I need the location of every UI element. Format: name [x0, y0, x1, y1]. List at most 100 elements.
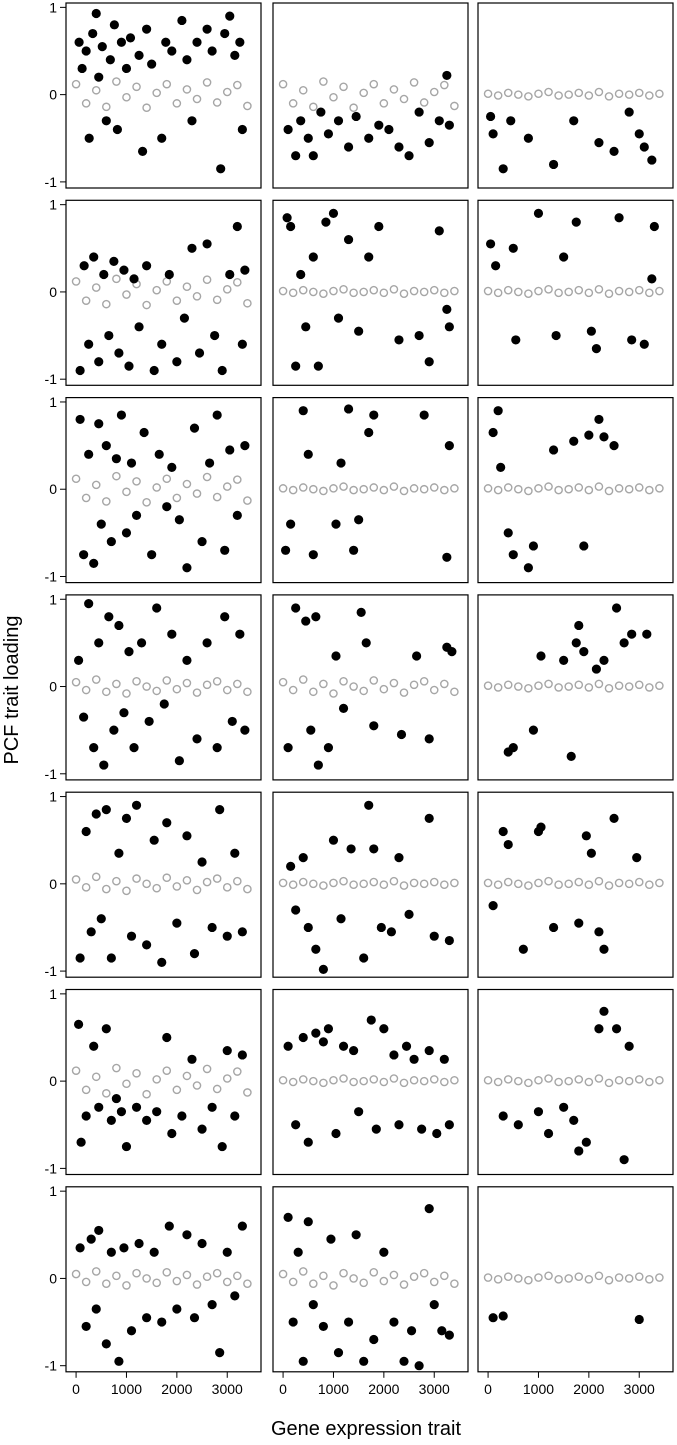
open-point — [192, 1280, 202, 1289]
point — [187, 116, 197, 126]
point — [187, 243, 197, 253]
open-point — [594, 876, 604, 886]
point — [189, 423, 200, 433]
open-point — [309, 102, 318, 112]
open-point — [122, 92, 131, 102]
open-point — [122, 1281, 131, 1290]
point — [632, 853, 642, 863]
point — [240, 265, 250, 275]
point — [240, 440, 250, 451]
open-point — [309, 287, 318, 297]
y-tick-label: -1 — [45, 371, 58, 387]
open-point — [564, 484, 573, 494]
open-point — [102, 687, 111, 697]
open-point — [222, 87, 232, 97]
open-point — [222, 883, 232, 892]
point — [235, 37, 245, 47]
point — [444, 120, 454, 130]
open-point — [524, 683, 533, 693]
open-point — [202, 877, 212, 887]
point — [488, 129, 498, 139]
point — [114, 620, 124, 631]
point — [301, 322, 311, 332]
point — [116, 1107, 127, 1117]
point — [194, 348, 205, 358]
open-point — [554, 880, 563, 890]
point — [131, 800, 142, 810]
point — [331, 1128, 341, 1139]
open-point — [349, 103, 358, 113]
point — [424, 1204, 434, 1214]
point — [488, 901, 498, 911]
point — [280, 545, 291, 555]
point — [323, 743, 334, 753]
open-point — [493, 288, 503, 298]
open-point — [645, 1077, 654, 1087]
y-tick-label: 1 — [49, 0, 57, 15]
point — [121, 528, 132, 538]
open-point — [554, 485, 563, 495]
point — [298, 406, 308, 416]
point — [105, 55, 115, 65]
open-point — [233, 876, 242, 886]
point — [503, 528, 513, 538]
point — [167, 46, 177, 56]
point — [291, 361, 301, 371]
point — [216, 164, 226, 174]
point — [432, 1128, 442, 1139]
open-point — [329, 484, 338, 493]
point — [389, 1317, 399, 1327]
point — [354, 326, 364, 336]
point — [566, 751, 576, 761]
point — [167, 1128, 177, 1139]
open-point — [349, 880, 358, 890]
point — [354, 515, 364, 525]
open-point — [409, 680, 419, 690]
open-point — [645, 485, 654, 495]
point — [343, 404, 354, 414]
open-point — [339, 482, 348, 491]
y-tick-label: 0 — [49, 876, 57, 892]
panel-frame — [477, 397, 674, 584]
open-point — [574, 1272, 584, 1281]
open-point — [222, 482, 232, 491]
point — [94, 1102, 104, 1112]
open-point — [112, 1063, 121, 1073]
point — [106, 953, 116, 963]
open-point — [369, 877, 379, 887]
open-point — [182, 1270, 192, 1280]
point — [488, 427, 498, 438]
point — [212, 410, 222, 420]
point — [639, 142, 649, 152]
open-point — [243, 1088, 252, 1097]
open-point — [288, 99, 298, 108]
point — [282, 213, 292, 223]
point — [121, 63, 132, 74]
point — [366, 1015, 376, 1025]
open-point — [309, 879, 318, 889]
open-point — [162, 79, 172, 89]
point — [374, 120, 384, 130]
open-point — [594, 679, 604, 689]
x-tick-label: 1000 — [318, 1381, 349, 1397]
y-tick-label: 1 — [49, 1183, 57, 1199]
point — [343, 234, 354, 245]
point — [288, 1317, 298, 1327]
y-tick-label: 0 — [49, 1073, 57, 1089]
open-point — [493, 880, 503, 890]
point — [142, 24, 152, 34]
point — [586, 848, 596, 858]
open-point — [534, 484, 543, 493]
open-point — [278, 1075, 288, 1085]
open-point — [493, 683, 503, 692]
open-point — [212, 295, 222, 305]
point — [369, 721, 379, 731]
point — [444, 1120, 454, 1130]
point — [308, 1300, 318, 1310]
panel-frame — [272, 594, 469, 781]
point — [399, 1356, 409, 1366]
open-point — [152, 483, 161, 492]
panel-frame — [477, 791, 674, 978]
point — [627, 629, 637, 639]
point — [162, 818, 172, 828]
